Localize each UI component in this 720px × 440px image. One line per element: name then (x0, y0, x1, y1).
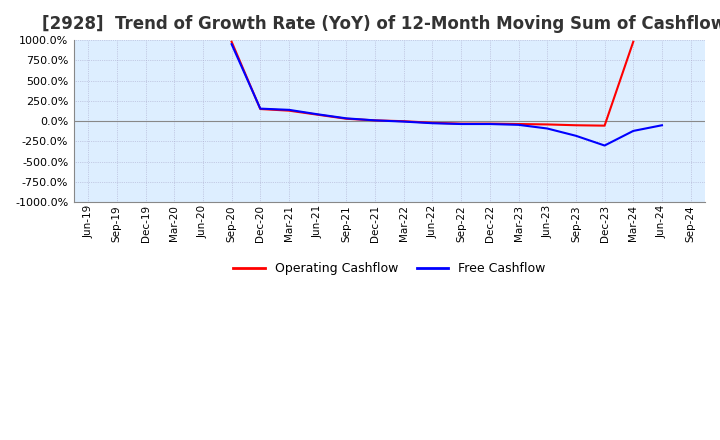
Legend: Operating Cashflow, Free Cashflow: Operating Cashflow, Free Cashflow (228, 257, 550, 280)
Title: [2928]  Trend of Growth Rate (YoY) of 12-Month Moving Sum of Cashflows: [2928] Trend of Growth Rate (YoY) of 12-… (42, 15, 720, 33)
